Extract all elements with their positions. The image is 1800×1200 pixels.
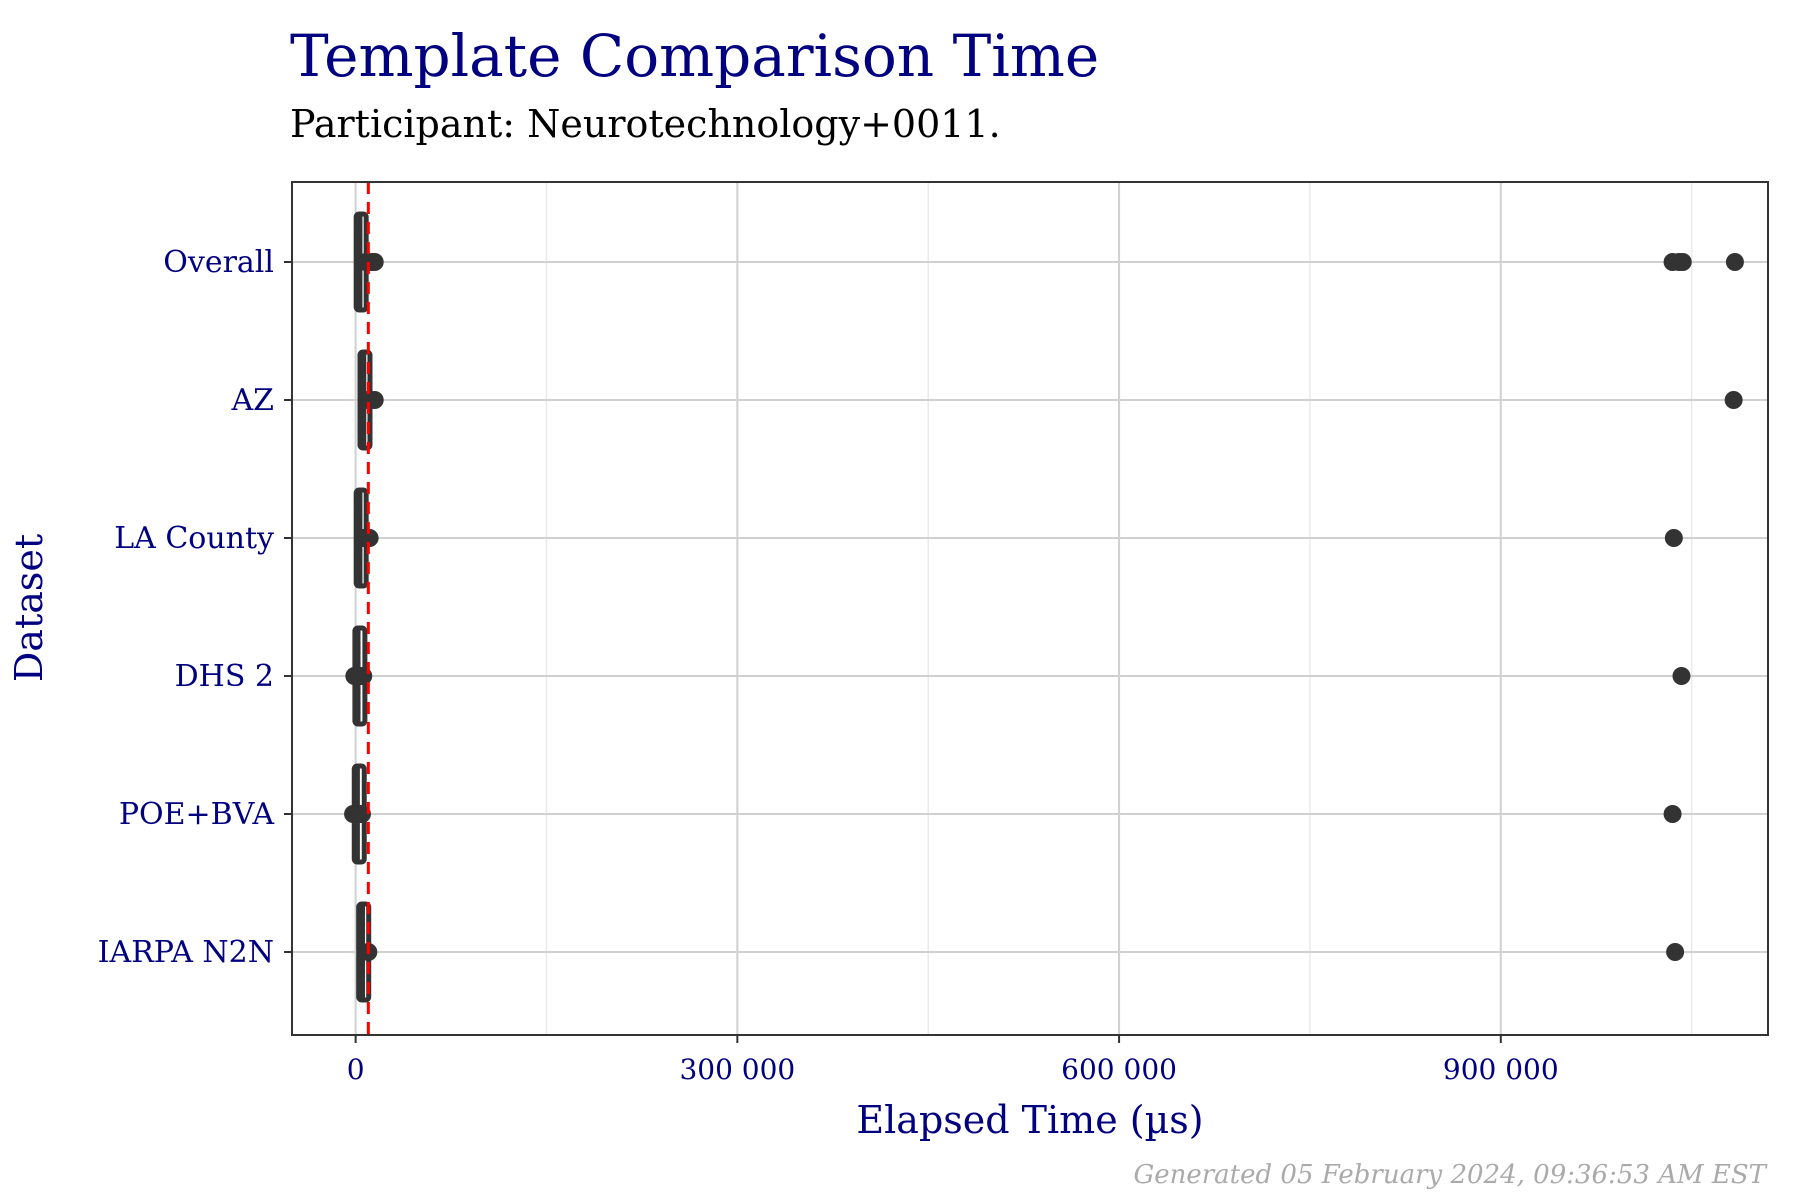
outlier-point [1672,667,1691,685]
outlier-point [1724,391,1743,409]
y-tick-label: Overall [163,245,274,280]
x-tick-label: 0 [347,1053,365,1086]
x-tick-label: 600 000 [1061,1053,1177,1086]
outlier-point [360,529,379,547]
y-tick-label: AZ [230,383,274,418]
outlier-point [1663,805,1682,823]
outlier-point [352,805,371,823]
outlier-point [1673,253,1692,271]
x-axis-title: Elapsed Time (µs) [856,1098,1203,1142]
plot-border [291,181,1769,1036]
y-tick-label: POE+BVA [119,797,274,832]
outlier-point [1666,943,1685,961]
chart-subtitle: Participant: Neurotechnology+0011. [290,102,1001,146]
chart-title: Template Comparison Time [290,22,1100,90]
y-tick-label: IARPA N2N [98,935,274,970]
y-axis-title: Dataset [7,534,51,682]
x-tick-label: 300 000 [679,1053,795,1086]
generated-timestamp: Generated 05 February 2024, 09:36:53 AM … [1133,1160,1766,1190]
plot-panel [292,182,1768,1035]
outlier-point [365,391,384,409]
x-axis: 0 300 000 600 000 900 000 [347,1035,1559,1086]
x-tick-label: 900 000 [1443,1053,1559,1086]
outlier-point [365,253,384,271]
outlier-point [1664,529,1683,547]
grid-lines [292,182,1768,1035]
outlier-point [1725,253,1744,271]
y-axis: Overall AZ LA County DHS 2 POE+BVA IARPA N2N [98,245,292,970]
y-tick-label: LA County [114,521,274,556]
y-tick-label: DHS 2 [175,659,274,694]
